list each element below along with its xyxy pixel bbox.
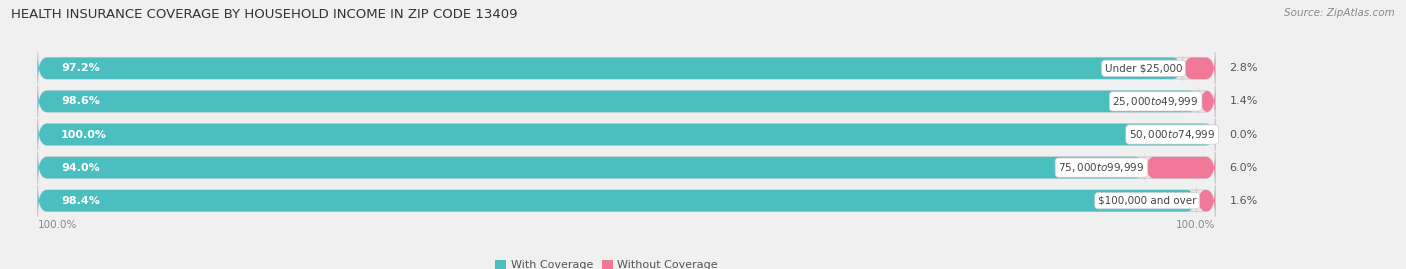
FancyBboxPatch shape: [1182, 52, 1215, 84]
Text: 97.2%: 97.2%: [62, 63, 100, 73]
FancyBboxPatch shape: [1144, 152, 1215, 183]
Text: 2.8%: 2.8%: [1229, 63, 1258, 73]
FancyBboxPatch shape: [38, 185, 1197, 217]
Text: 98.6%: 98.6%: [62, 96, 100, 107]
Text: 1.6%: 1.6%: [1229, 196, 1258, 206]
FancyBboxPatch shape: [38, 86, 1199, 117]
Legend: With Coverage, Without Coverage: With Coverage, Without Coverage: [495, 260, 718, 269]
Text: $25,000 to $49,999: $25,000 to $49,999: [1112, 95, 1199, 108]
Text: $75,000 to $99,999: $75,000 to $99,999: [1059, 161, 1144, 174]
FancyBboxPatch shape: [1199, 86, 1215, 117]
FancyBboxPatch shape: [38, 152, 1215, 183]
Text: 100.0%: 100.0%: [38, 220, 77, 230]
Text: 100.0%: 100.0%: [1175, 220, 1215, 230]
FancyBboxPatch shape: [38, 119, 1215, 150]
FancyBboxPatch shape: [1197, 185, 1215, 217]
Text: 1.4%: 1.4%: [1229, 96, 1258, 107]
Text: Source: ZipAtlas.com: Source: ZipAtlas.com: [1284, 8, 1395, 18]
FancyBboxPatch shape: [38, 86, 1215, 117]
Text: 98.4%: 98.4%: [62, 196, 100, 206]
Text: 100.0%: 100.0%: [62, 129, 107, 140]
FancyBboxPatch shape: [38, 152, 1144, 183]
Text: 0.0%: 0.0%: [1229, 129, 1258, 140]
FancyBboxPatch shape: [38, 119, 1215, 150]
FancyBboxPatch shape: [38, 52, 1215, 84]
Text: 6.0%: 6.0%: [1229, 162, 1258, 173]
FancyBboxPatch shape: [38, 185, 1215, 217]
Text: 94.0%: 94.0%: [62, 162, 100, 173]
Text: HEALTH INSURANCE COVERAGE BY HOUSEHOLD INCOME IN ZIP CODE 13409: HEALTH INSURANCE COVERAGE BY HOUSEHOLD I…: [11, 8, 517, 21]
Text: $100,000 and over: $100,000 and over: [1098, 196, 1197, 206]
Text: $50,000 to $74,999: $50,000 to $74,999: [1129, 128, 1215, 141]
FancyBboxPatch shape: [38, 52, 1182, 84]
Text: Under $25,000: Under $25,000: [1105, 63, 1182, 73]
